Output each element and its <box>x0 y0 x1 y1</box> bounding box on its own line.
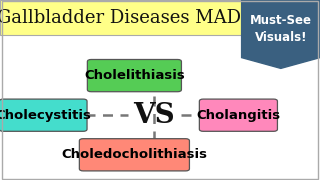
Text: Cholelithiasis: Cholelithiasis <box>84 69 185 82</box>
Text: Choledocholithiasis: Choledocholithiasis <box>61 148 207 161</box>
Text: Cholecystitis: Cholecystitis <box>0 109 91 122</box>
FancyBboxPatch shape <box>0 0 320 35</box>
Text: Must-See
Visuals!: Must-See Visuals! <box>250 14 312 44</box>
FancyBboxPatch shape <box>199 99 277 131</box>
Text: Gallbladder Diseases MADE EASY: Gallbladder Diseases MADE EASY <box>0 8 310 27</box>
FancyBboxPatch shape <box>87 59 181 92</box>
FancyBboxPatch shape <box>0 99 87 131</box>
Text: VS: VS <box>133 102 174 129</box>
Polygon shape <box>242 0 320 68</box>
Text: Cholangitis: Cholangitis <box>196 109 280 122</box>
FancyBboxPatch shape <box>79 139 189 171</box>
